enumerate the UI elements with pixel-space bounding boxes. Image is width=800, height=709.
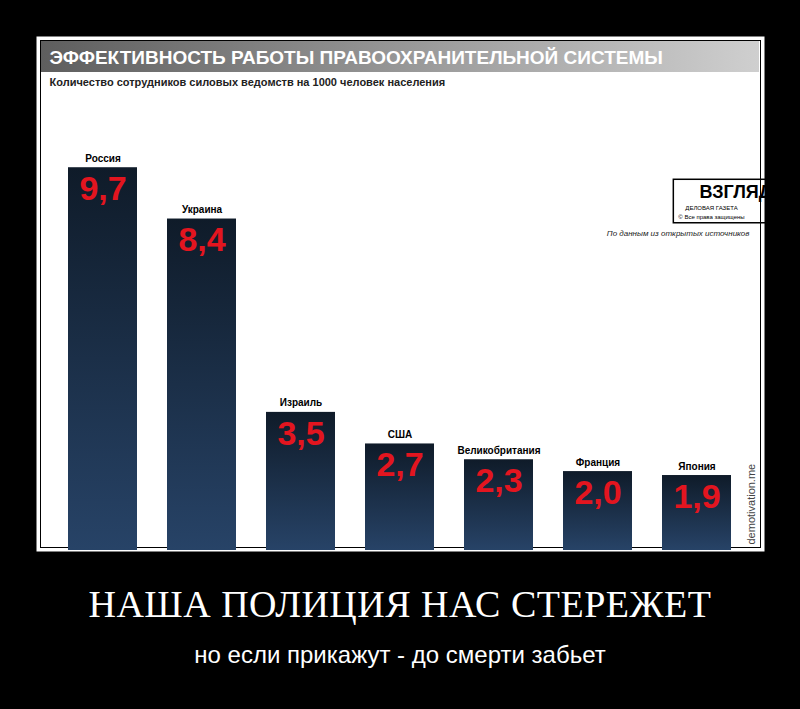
- svg-text:demotivation.me: demotivation.me: [745, 464, 757, 545]
- html-text:НАША ПОЛИЦИЯ НАС СТЕРЕЖЕТ: НАША ПОЛИЦИЯ НАС СТЕРЕЖЕТ: [88, 583, 712, 625]
- svg-text:3,5: 3,5: [277, 414, 324, 452]
- svg-text:Россия: Россия: [85, 153, 121, 164]
- svg-text:2,7: 2,7: [376, 445, 423, 483]
- svg-text:2,0: 2,0: [574, 473, 621, 511]
- svg-text:США: США: [388, 429, 413, 440]
- svg-text:Украина: Украина: [182, 204, 223, 215]
- svg-text:9,7: 9,7: [79, 169, 126, 207]
- svg-text:ДЕЛОВАЯ ГАЗЕТА: ДЕЛОВАЯ ГАЗЕТА: [685, 205, 737, 211]
- svg-text:1,9: 1,9: [673, 477, 720, 515]
- svg-text:Великобритания: Великобритания: [457, 445, 540, 456]
- svg-text:Израиль: Израиль: [280, 397, 322, 408]
- svg-text:По данным из открытых источник: По данным из открытых источников: [607, 229, 750, 238]
- svg-text:Количество сотрудников силовых: Количество сотрудников силовых ведомств …: [50, 76, 446, 88]
- svg-text:Франция: Франция: [576, 457, 621, 468]
- html-text:но если прикажут - до смерти з: но если прикажут - до смерти забьет: [194, 641, 606, 668]
- svg-text:ВЗГЛЯД: ВЗГЛЯД: [699, 182, 771, 202]
- svg-text:8,4: 8,4: [178, 220, 225, 258]
- svg-text:ЭФФЕКТИВНОСТЬ РАБОТЫ ПРАВООХРА: ЭФФЕКТИВНОСТЬ РАБОТЫ ПРАВООХРАНИТЕЛЬНОЙ …: [50, 47, 663, 68]
- svg-text:Япония: Япония: [678, 461, 716, 472]
- svg-text:© Все права защищены: © Все права защищены: [678, 214, 744, 220]
- svg-text:2,3: 2,3: [475, 461, 522, 499]
